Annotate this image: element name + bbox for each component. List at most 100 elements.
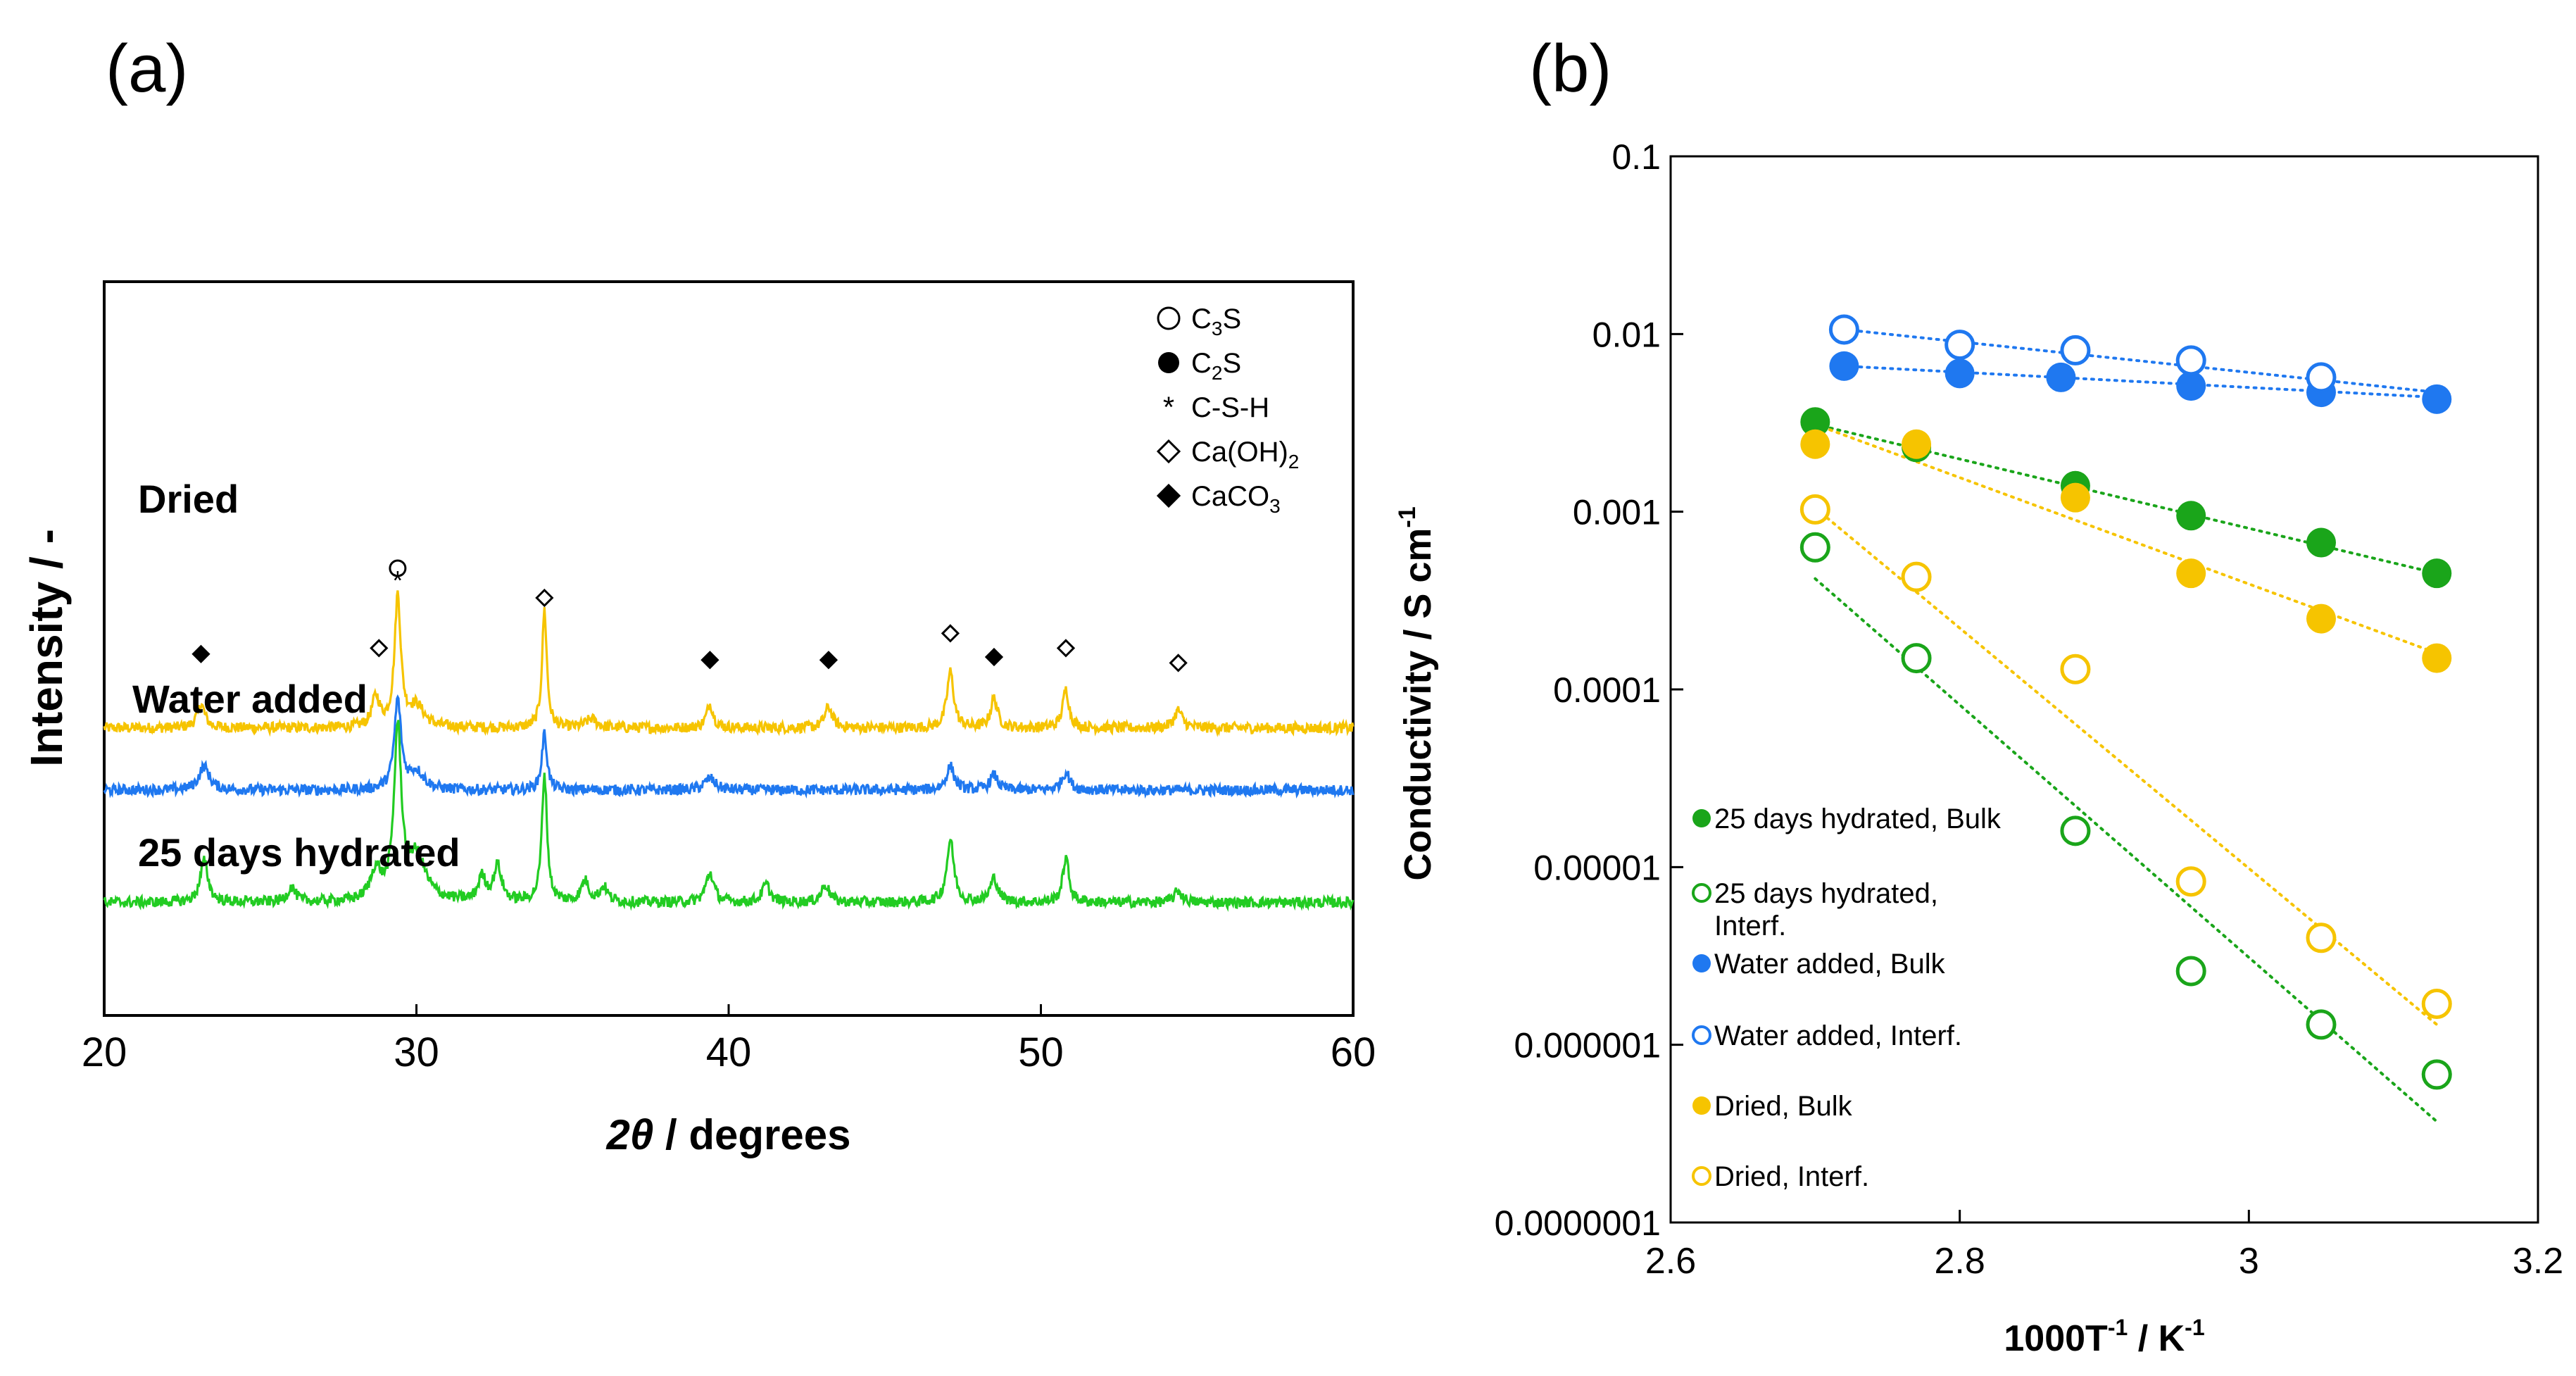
panel-b-data-points [1799,314,2452,1090]
point-dried-interf [2306,922,2337,953]
panel-a-x-axis-title: 2θ / degrees [606,1111,851,1158]
y-tick-label: 0.1 [1611,137,1661,177]
fit-line-water-added-interf [1842,327,2439,394]
y-tick-label: 0.001 [1573,493,1661,532]
point-dried-bulk [2176,558,2206,589]
point-dried-interf [2060,653,2091,684]
point-25-days-hydrated-interf [1799,532,1830,563]
point-25-days-hydrated-bulk [2176,501,2206,531]
open-diamond-peak-marker [1056,639,1076,658]
point-dried-interf [2175,866,2206,897]
point-25-days-hydrated-bulk [2306,527,2336,558]
point-water-added-interf [1944,330,1975,361]
x-tick-label: 60 [1331,1030,1376,1075]
legend-entry-c-s-h: C-S-H [1191,392,1269,423]
panel-a-peak-markers: * [191,559,1188,673]
point-25-days-hydrated-interf [2175,956,2206,987]
point-water-added-bulk [2422,384,2452,414]
legend-label-dried-bulk: Dried, Bulk [1714,1091,1853,1122]
x-tick-label: 2.8 [1935,1241,1985,1282]
legend-marker-dried-interf [1692,1166,1711,1186]
x-tick-label: 3 [2239,1241,2259,1282]
filled-circle-legend-icon [1158,352,1179,373]
legend-marker-25-days-hydrated-bulk [1692,809,1711,827]
legend-entry-ca-oh-2: Ca(OH)2 [1191,437,1299,473]
legend-marker-dried-bulk [1692,1096,1711,1115]
point-dried-bulk [1800,429,1830,459]
legend-entry-caco3: CaCO3 [1191,481,1281,517]
panel-a-series-group [103,590,1355,912]
y-tick-label: 0.0000001 [1495,1203,1661,1243]
point-water-added-bulk [1829,351,1859,381]
series-label-25-days-hydrated: 25 days hydrated [138,830,460,875]
panel-a-xrd-chart: (a) Dried Water added 25 days hydrated * C… [21,31,1376,1158]
legend-label-line: Interf. [1714,911,1786,942]
point-25-days-hydrated-bulk [1800,407,1830,437]
panel-a-y-axis-title: Intensity / - [21,529,72,767]
x-tick-label: 40 [706,1030,752,1075]
point-25-days-hydrated-interf [2060,815,2091,846]
filled-diamond-peak-marker [819,651,838,670]
series-label-dried: Dried [138,477,239,521]
fit-line-25-days-hydrated-interf [1814,577,2439,1123]
y-tick-label: 0.000001 [1514,1026,1661,1065]
y-tick-label: 0.01 [1592,315,1661,354]
point-water-added-interf [2306,362,2337,393]
legend-marker-water-added-interf [1692,1025,1711,1045]
point-dried-interf [2421,989,2452,1020]
y-tick-label: 0.00001 [1533,848,1661,887]
legend-entry-c3s: C3S [1191,304,1241,339]
panel-a-legend: C3S C2S * C-S-H Ca(OH)2 CaCO3 [1156,304,1299,517]
point-dried-interf [1799,494,1830,525]
open-diamond-legend-icon [1156,439,1181,464]
point-25-days-hydrated-interf [2421,1059,2452,1090]
filled-diamond-peak-marker [191,644,211,663]
legend-marker-25-days-hydrated-interf [1692,883,1711,903]
filled-diamond-peak-marker [984,647,1004,667]
panel-b-axes: 0.1 0.01 0.001 0.0001 0.00001 0.000001 0.00000… [1495,137,2564,1282]
x-tick-label: 50 [1018,1030,1064,1075]
legend-label-25-days-hydrated-bulk: 25 days hydrated, Bulk [1714,803,2002,834]
x-tick-label: 2.6 [1645,1241,1696,1282]
panel-b-legend: 25 days hydrated, Bulk 25 days hydrated,I… [1692,803,2002,1192]
legend-entry-c2s: C2S [1191,348,1241,384]
legend-label-water-added-interf: Water added, Interf. [1714,1020,1962,1051]
panel-b-x-axis-title: 1000T-1 / K-1 [2004,1315,2204,1359]
open-circle-legend-icon [1157,306,1181,330]
legend-marker-water-added-bulk [1692,954,1711,972]
asterisk-peak-marker: * [392,565,403,596]
x-tick-label: 20 [82,1030,127,1075]
point-water-added-interf [2060,334,2091,365]
legend-label-water-added-bulk: Water added, Bulk [1714,949,1946,980]
panel-a-x-axis: 20 30 40 50 60 [82,1004,1376,1075]
point-water-added-interf [2175,345,2206,376]
point-dried-interf [1901,561,1932,592]
asterisk-legend-icon: * [1163,390,1174,423]
point-dried-bulk [2306,603,2336,634]
x-tick-label: 3.2 [2513,1241,2563,1282]
xrd-trace-25-days-hydrated [103,720,1355,912]
panel-a-label: (a) [106,31,188,106]
point-water-added-interf [1828,314,1859,345]
open-diamond-peak-marker [535,588,554,608]
panel-a-series-labels: Dried Water added 25 days hydrated [132,477,460,875]
legend-label-dried-interf: Dried, Interf. [1714,1161,1869,1192]
y-tick-label: 0.0001 [1553,670,1661,710]
fit-line-25-days-hydrated-bulk [1814,423,2439,575]
point-water-added-bulk [2176,371,2206,401]
point-dried-bulk [1902,429,1932,459]
legend-label-line: 25 days hydrated, [1714,878,1938,909]
xrd-trace-dried [103,590,1355,737]
fit-line-water-added-bulk [1842,364,2439,399]
point-dried-bulk [2422,643,2452,673]
open-circle-peak-marker [389,559,407,577]
point-water-added-bulk [2046,362,2076,392]
panel-b-y-axis-title: Conductivity / S cm-1 [1394,506,1439,880]
point-water-added-bulk [1944,358,1975,389]
panel-b-conductivity-chart: (b) 0.1 0.01 0.001 0.0001 0.00001 0.000001 0.0… [1394,31,2563,1359]
open-diamond-peak-marker [941,624,960,643]
open-diamond-peak-marker [370,639,389,658]
series-label-water-added: Water added [132,677,367,721]
point-25-days-hydrated-interf [1901,643,1932,674]
